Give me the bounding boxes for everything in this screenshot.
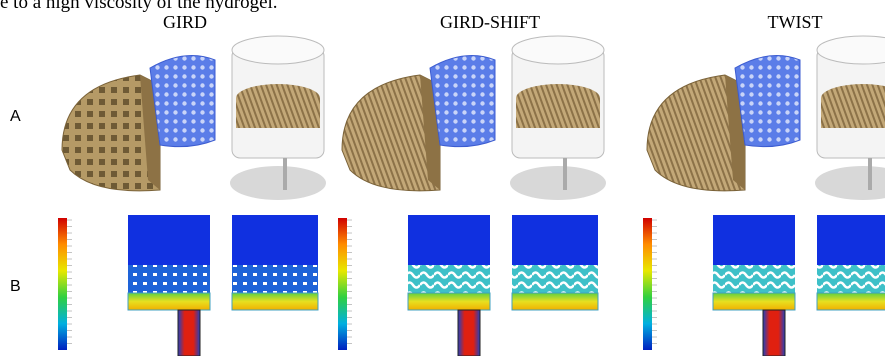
column-panel	[58, 36, 326, 356]
sim-nozzle	[178, 310, 200, 356]
sim-structure	[232, 265, 318, 293]
sim-structure	[713, 265, 795, 293]
container-base	[230, 166, 326, 200]
sim-structure	[817, 265, 885, 293]
sim-structure	[408, 265, 490, 293]
colorbar	[338, 218, 347, 350]
container-base	[510, 166, 606, 200]
container-fill-side	[516, 98, 600, 128]
lattice-model	[430, 56, 495, 147]
sim-structure	[128, 265, 210, 293]
sim-top	[408, 215, 490, 265]
sim-bottom	[128, 293, 210, 310]
sim-bottom	[232, 293, 318, 310]
sim-top	[713, 215, 795, 265]
row-label: A	[10, 108, 21, 125]
sim-top	[817, 215, 885, 265]
sim-nozzle	[458, 310, 480, 356]
sim-bottom	[512, 293, 598, 310]
column-panel	[643, 36, 885, 356]
figure: e to a high viscosity of the hydrogel. A…	[0, 0, 885, 356]
sim-bottom	[408, 293, 490, 310]
row-label: B	[10, 278, 21, 295]
column-panel	[338, 36, 606, 356]
sim-structure	[512, 265, 598, 293]
container-top	[232, 36, 324, 64]
container-fill-side	[236, 98, 320, 128]
sim-top	[512, 215, 598, 265]
container-top	[512, 36, 604, 64]
container-base	[815, 166, 885, 200]
column-title: TWIST	[768, 12, 823, 32]
column-title: GIRD	[163, 12, 207, 32]
sim-bottom	[817, 293, 885, 310]
header-text: e to a high viscosity of the hydrogel.	[0, 0, 278, 13]
sim-top	[128, 215, 210, 265]
column-title: GIRD-SHIFT	[440, 12, 540, 32]
colorbar	[58, 218, 67, 350]
container-fill-side	[821, 98, 885, 128]
sim-top	[232, 215, 318, 265]
lattice-model	[150, 56, 215, 147]
sim-bottom	[713, 293, 795, 310]
sim-nozzle	[763, 310, 785, 356]
colorbar	[643, 218, 652, 350]
lattice-model	[735, 56, 800, 147]
